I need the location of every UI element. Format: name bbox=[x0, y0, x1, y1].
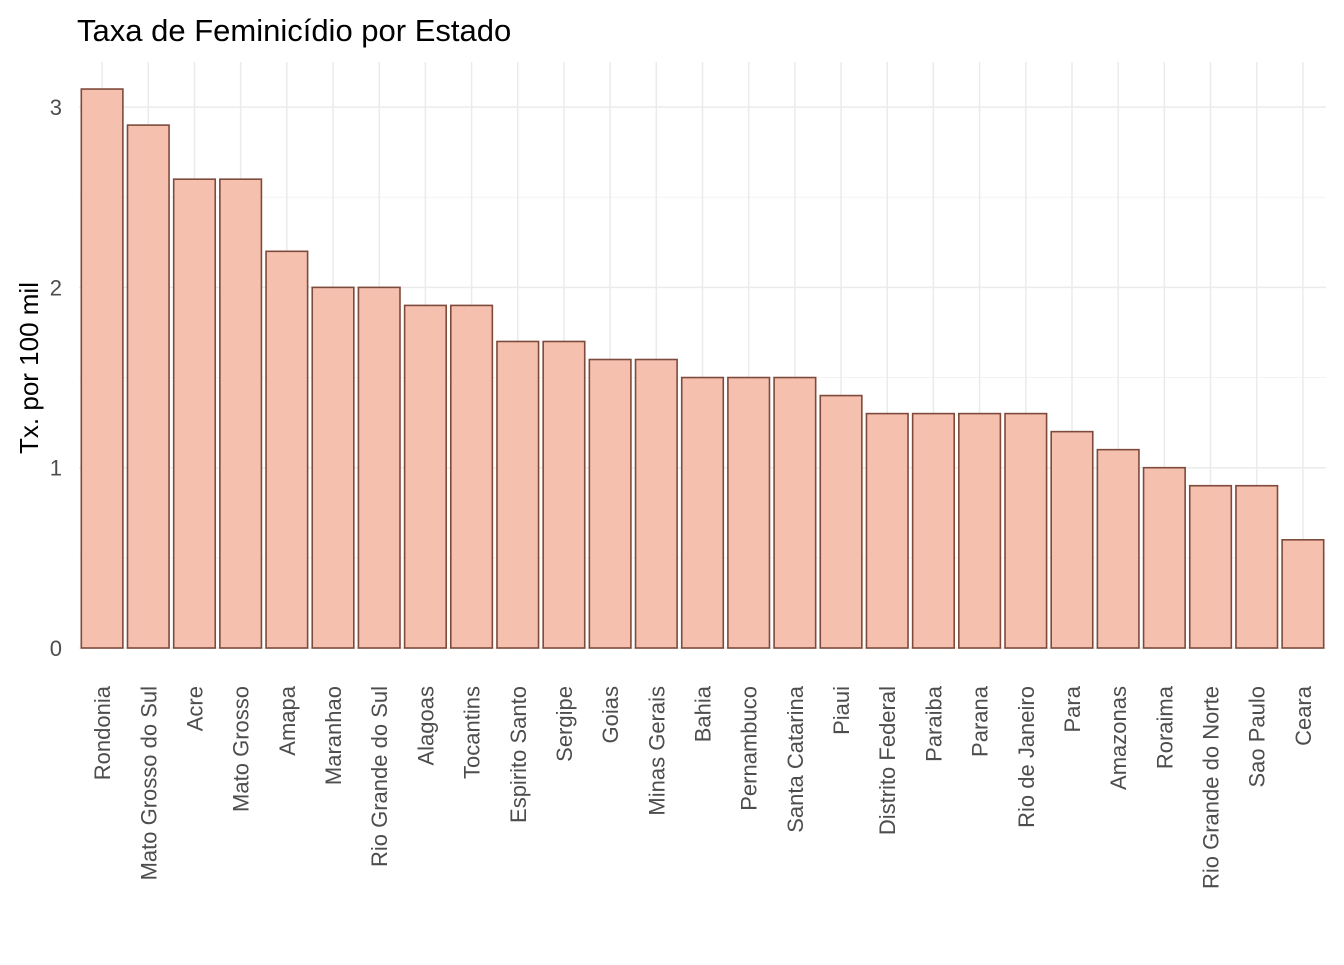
x-tick-label: Goias bbox=[598, 686, 623, 743]
x-tick-label: Minas Gerais bbox=[644, 686, 669, 816]
bar-maranhao bbox=[311, 286, 355, 649]
x-tick-label: Acre bbox=[182, 686, 207, 731]
y-tick-label: 2 bbox=[50, 275, 62, 300]
bar-minas-gerais bbox=[634, 358, 678, 649]
x-tick-label: Mato Grosso bbox=[229, 686, 254, 812]
chart-title: Taxa de Feminicídio por Estado bbox=[77, 13, 511, 48]
x-tick-label: Paraiba bbox=[921, 685, 946, 762]
x-axis-ticks: Rondonia Mato Grosso do Sul Acre Mato Gross… bbox=[90, 685, 1316, 889]
x-tick-label: Mato Grosso do Sul bbox=[136, 686, 161, 880]
y-axis-title: Tx. por 100 mil bbox=[14, 282, 44, 454]
bar-ceara bbox=[1281, 539, 1325, 649]
bar-para bbox=[1050, 430, 1094, 649]
bar-pernambuco bbox=[727, 376, 771, 649]
bar-acre bbox=[172, 178, 217, 649]
bar-mato-grosso bbox=[219, 178, 263, 649]
bar-amapa bbox=[265, 250, 309, 649]
bar-piaui bbox=[819, 394, 863, 649]
bar-rio-de-janeiro bbox=[1004, 412, 1048, 649]
bar-goias bbox=[588, 358, 632, 649]
x-tick-label: Rondonia bbox=[90, 685, 115, 780]
bar-alagoas bbox=[403, 304, 447, 649]
x-tick-label: Maranhao bbox=[321, 686, 346, 785]
y-tick-label: 0 bbox=[50, 636, 62, 661]
x-tick-label: Tocantins bbox=[460, 686, 485, 779]
x-tick-label: Sao Paulo bbox=[1245, 686, 1270, 788]
x-tick-label: Para bbox=[1060, 685, 1085, 732]
bar-rio-grande-do-sul bbox=[357, 286, 401, 649]
x-tick-label: Ceara bbox=[1291, 685, 1316, 746]
bar-espirito-santo bbox=[496, 340, 540, 649]
x-tick-label: Rio Grande do Norte bbox=[1199, 686, 1224, 889]
bar-mato-grosso-do-sul bbox=[126, 124, 170, 649]
y-axis-ticks: 0 1 2 3 bbox=[50, 95, 62, 661]
bar-tocantins bbox=[449, 304, 494, 649]
y-tick-label: 1 bbox=[50, 456, 62, 481]
x-tick-label: Santa Catarina bbox=[783, 685, 808, 833]
x-tick-label: Bahia bbox=[691, 685, 716, 742]
x-tick-label: Roraima bbox=[1152, 685, 1177, 769]
bar-distrito-federal bbox=[865, 412, 909, 649]
x-tick-label: Sergipe bbox=[552, 686, 577, 762]
x-tick-label: Rio Grande do Sul bbox=[367, 686, 392, 867]
x-tick-label: Distrito Federal bbox=[875, 686, 900, 835]
x-tick-label: Piaui bbox=[829, 686, 854, 735]
bar-rondonia bbox=[80, 88, 124, 649]
x-tick-label: Amazonas bbox=[1106, 686, 1131, 790]
bar-paraiba bbox=[911, 412, 956, 649]
bar-bahia bbox=[680, 376, 725, 649]
bar-sao-paulo bbox=[1235, 484, 1279, 649]
x-tick-label: Rio de Janeiro bbox=[1014, 686, 1039, 828]
bar-rio-grande-do-norte bbox=[1188, 484, 1233, 649]
bar-santa-catarina bbox=[773, 376, 817, 649]
x-tick-label: Alagoas bbox=[413, 686, 438, 766]
bar-roraima bbox=[1142, 466, 1186, 649]
y-tick-label: 3 bbox=[50, 95, 62, 120]
x-tick-label: Pernambuco bbox=[737, 686, 762, 811]
x-tick-label: Amapa bbox=[275, 685, 300, 755]
x-tick-label: Parana bbox=[968, 685, 993, 757]
x-tick-label: Espirito Santo bbox=[506, 686, 531, 823]
bar-sergipe bbox=[542, 340, 586, 649]
bar-parana bbox=[958, 412, 1002, 649]
bar-layer bbox=[80, 88, 1325, 649]
bar-amazonas bbox=[1096, 448, 1140, 649]
